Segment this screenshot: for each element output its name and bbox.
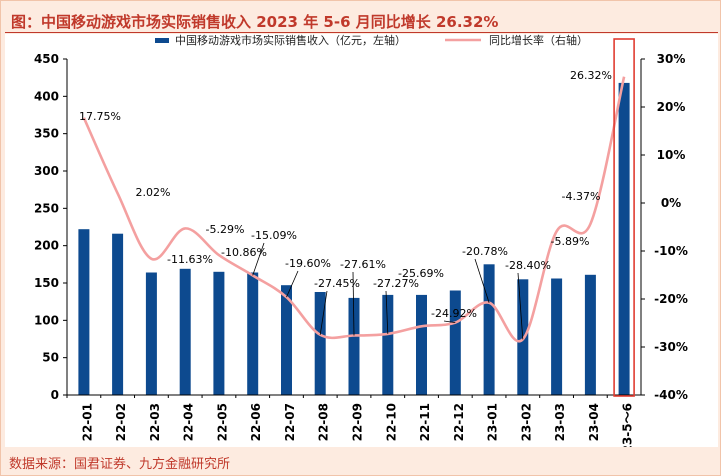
label-leader-line <box>474 258 490 303</box>
left-tick-label: 200 <box>34 239 59 253</box>
x-tick-label: 22-06 <box>249 403 263 441</box>
title-bar: 图：中国移动游戏市场实际销售收入 2023 年 5-6 月同比增长 26.32% <box>5 7 718 33</box>
x-tick-label: 22-08 <box>317 403 331 441</box>
growth-data-label: -11.63% <box>167 253 213 266</box>
bar-23-5～6 <box>618 82 630 396</box>
growth-data-label: -27.61% <box>340 258 386 271</box>
right-tick-label: -40% <box>654 388 688 402</box>
right-tick-label: -10% <box>654 244 688 258</box>
bar-22-11 <box>416 294 427 395</box>
legend-line-label: 同比增长率（右轴） <box>489 34 588 47</box>
legend-bar-swatch <box>155 38 169 43</box>
right-tick-label: 0% <box>661 196 681 210</box>
bar-22-05 <box>213 271 225 395</box>
x-tick-label: 23-04 <box>587 403 601 441</box>
left-tick-label: 250 <box>34 201 59 215</box>
x-tick-label: 22-03 <box>148 403 162 441</box>
bar-23-01 <box>483 264 495 395</box>
left-tick-label: 300 <box>34 164 59 178</box>
chart: 0 50 100 150 200 250 300 350 400 450 -40% -30% -20% -… <box>34 34 688 447</box>
x-tick-label: 22-07 <box>283 403 297 441</box>
x-tick-label: 23-5～6 <box>621 403 635 447</box>
growth-data-label: 17.75% <box>79 110 121 123</box>
growth-data-label: -19.60% <box>285 257 331 270</box>
bar-23-03 <box>551 278 563 395</box>
growth-data-label: -5.29% <box>206 223 245 236</box>
bar-22-12 <box>449 290 461 395</box>
plot-panel: 0 50 100 150 200 250 300 350 400 450 -40% -30% -20% -… <box>5 34 718 447</box>
growth-data-label: -24.92% <box>431 307 477 320</box>
label-leader-line <box>385 290 389 334</box>
title-divider <box>5 32 718 33</box>
x-tick-label: 23-03 <box>553 403 567 441</box>
x-tick-label: 22-09 <box>351 403 365 441</box>
left-tick-label: 400 <box>34 89 59 103</box>
left-tick-label: 450 <box>34 52 59 66</box>
x-tick-label: 23-02 <box>519 403 533 441</box>
bar-22-02 <box>112 233 124 395</box>
x-tick-label: 23-01 <box>486 403 500 441</box>
growth-data-label: -27.27% <box>373 277 419 290</box>
label-leader-line <box>319 290 328 335</box>
bar-22-01 <box>78 229 90 395</box>
left-tick-label: 150 <box>34 276 59 290</box>
right-tick-label: -20% <box>654 292 688 306</box>
x-tick-label: 22-02 <box>114 403 128 441</box>
right-tick-label: 20% <box>657 100 686 114</box>
right-tick-label: -30% <box>654 340 688 354</box>
label-leader-line <box>286 270 299 298</box>
label-leader-line <box>352 271 355 336</box>
x-tick-label: 22-10 <box>384 403 398 441</box>
growth-data-label: -25.69% <box>398 267 444 280</box>
bar-22-03 <box>145 272 157 395</box>
bar-22-04 <box>179 268 191 395</box>
bar-22-10 <box>382 294 394 395</box>
left-tick-label: 50 <box>42 351 59 365</box>
x-tick-label: 22-04 <box>182 403 196 441</box>
growth-data-label: 2.02% <box>136 186 171 199</box>
growth-data-label: -4.37% <box>562 190 601 203</box>
left-tick-label: 100 <box>34 313 59 327</box>
label-leader-line <box>443 320 456 323</box>
bar-22-06 <box>247 272 259 395</box>
bar-23-04 <box>584 274 596 395</box>
left-tick-label: 0 <box>51 388 59 402</box>
growth-data-label: -27.45% <box>314 277 360 290</box>
right-tick-label: 30% <box>657 52 686 66</box>
bar-22-09 <box>348 297 360 395</box>
x-tick-label: 22-12 <box>452 403 466 441</box>
growth-data-label: -5.89% <box>551 235 590 248</box>
growth-data-label: 26.32% <box>570 69 612 82</box>
x-tick-label: 22-11 <box>418 403 432 441</box>
growth-data-label: -20.78% <box>462 245 508 258</box>
x-tick-label: 22-01 <box>80 403 94 441</box>
source-note: 数据来源：国君证券、九方金融研究所 <box>9 457 231 472</box>
legend-bar-label: 中国移动游戏市场实际销售收入（亿元，左轴） <box>175 34 406 47</box>
growth-data-label: -10.86% <box>221 246 267 259</box>
bar-22-08 <box>314 292 326 395</box>
right-tick-label: 10% <box>657 148 686 162</box>
growth-data-label: -28.40% <box>505 259 551 272</box>
bar-22-07 <box>281 285 292 395</box>
chart-title: 图：中国移动游戏市场实际销售收入 2023 年 5-6 月同比增长 26.32% <box>11 13 499 31</box>
growth-line <box>82 76 626 343</box>
left-tick-label: 350 <box>34 127 59 141</box>
label-leader-line <box>517 272 524 340</box>
highlight-box <box>613 38 635 397</box>
growth-data-label: -15.09% <box>251 229 297 242</box>
label-leader-line <box>252 242 265 276</box>
x-tick-label: 22-05 <box>215 403 229 441</box>
